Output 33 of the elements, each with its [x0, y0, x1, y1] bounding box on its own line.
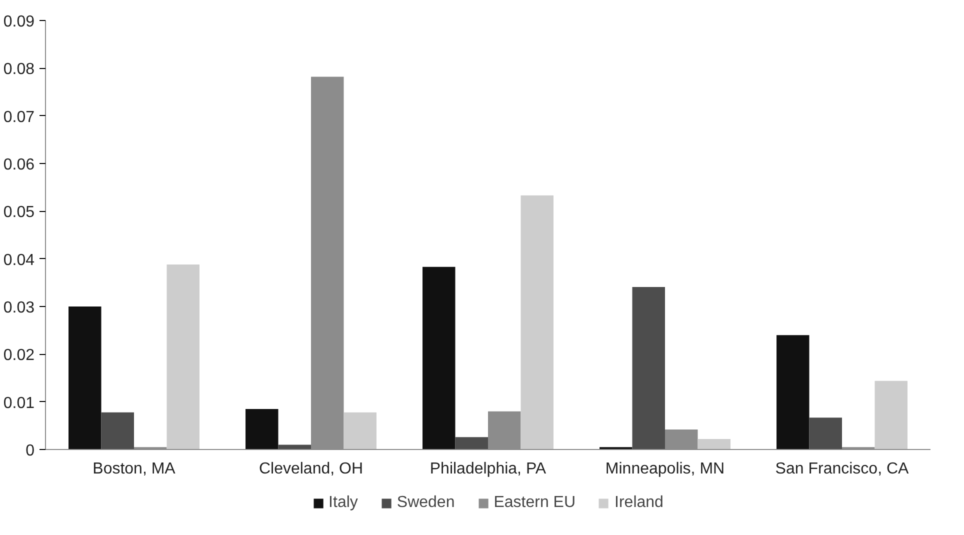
x-tick-label: Boston, MA — [92, 460, 176, 478]
legend-label: Sweden — [396, 494, 455, 512]
y-tick-label: 0.09 — [3, 14, 35, 30]
bar — [246, 408, 278, 450]
y-tick-label: 0.06 — [3, 156, 35, 174]
bar — [776, 335, 810, 450]
bar — [455, 437, 488, 450]
bar — [68, 306, 102, 450]
bar — [874, 380, 908, 450]
x-tick-label: Cleveland, OH — [258, 460, 364, 478]
bar — [101, 412, 134, 450]
y-tick-label: 0 — [26, 442, 35, 460]
y-tick-label: 0.04 — [3, 252, 35, 269]
bar — [809, 418, 842, 450]
y-tick-label: 0.03 — [3, 300, 35, 316]
legend-label: Ireland — [614, 494, 664, 512]
bar — [632, 286, 665, 450]
bar — [698, 439, 730, 450]
legend-label: Italy — [328, 494, 358, 512]
bar — [520, 195, 554, 450]
x-tick-label: Philadelphia, PA — [430, 460, 546, 478]
y-tick-label: 0.02 — [3, 347, 35, 364]
bar — [422, 266, 456, 450]
x-tick-label: San Francisco, CA — [775, 460, 910, 478]
bar — [344, 412, 376, 450]
legend-label: Eastern EU — [494, 494, 576, 512]
y-tick-label: 0.07 — [3, 108, 35, 126]
x-tick-label: Minneapolis, MN — [605, 460, 725, 478]
y-tick-label: 0.05 — [3, 204, 35, 222]
y-tick-label: 0.01 — [3, 394, 35, 412]
y-tick-label: 0.08 — [3, 61, 35, 78]
bar — [166, 264, 200, 450]
bar — [278, 444, 311, 450]
